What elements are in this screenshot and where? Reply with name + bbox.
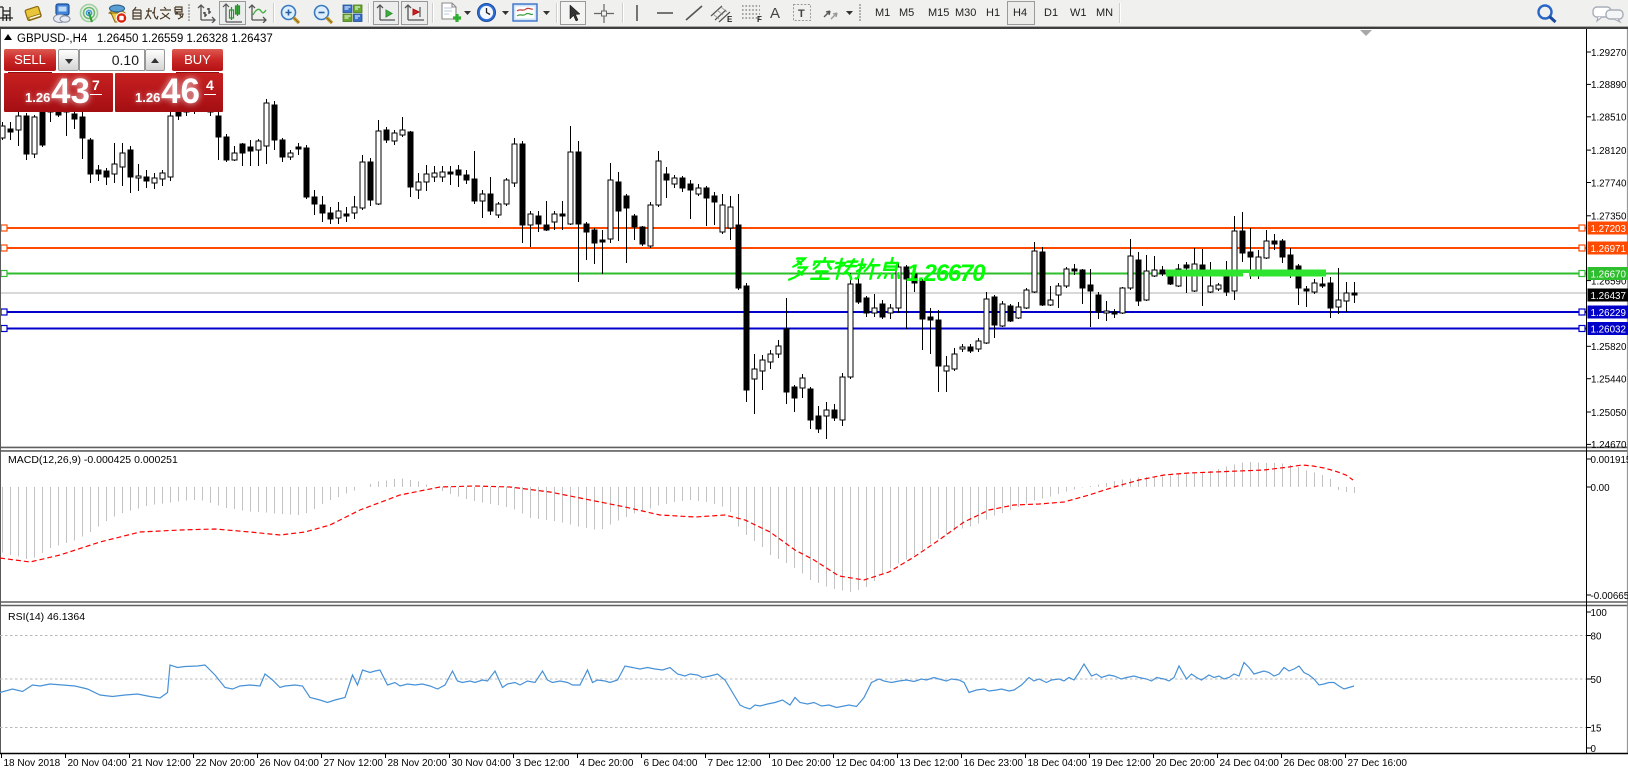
svg-text:30 Nov 04:00: 30 Nov 04:00 xyxy=(452,758,512,769)
svg-text:20 Dec 20:00: 20 Dec 20:00 xyxy=(1156,758,1216,769)
svg-text:1.26971: 1.26971 xyxy=(1591,244,1626,255)
svg-text:1.25820: 1.25820 xyxy=(1591,342,1627,353)
svg-text:1.29270: 1.29270 xyxy=(1591,48,1627,59)
svg-text:1.28120: 1.28120 xyxy=(1591,146,1627,157)
svg-text:26 Dec 08:00: 26 Dec 08:00 xyxy=(1284,758,1344,769)
svg-text:1.28510: 1.28510 xyxy=(1591,113,1627,124)
svg-text:1.26670: 1.26670 xyxy=(906,260,986,287)
svg-text:15: 15 xyxy=(1591,723,1602,734)
svg-text:3 Dec 12:00: 3 Dec 12:00 xyxy=(516,758,570,769)
svg-text:GBPUSD-,H4 1.26450 1.26559 1: GBPUSD-,H4 1.26450 1.26559 1.26328 1.264… xyxy=(17,33,273,45)
svg-text:1.25050: 1.25050 xyxy=(1591,408,1627,419)
svg-text:1.26590: 1.26590 xyxy=(1591,276,1627,287)
svg-text:1.26437: 1.26437 xyxy=(1591,291,1626,302)
svg-text:27 Nov 12:00: 27 Nov 12:00 xyxy=(324,758,384,769)
svg-text:1.26032: 1.26032 xyxy=(1591,324,1626,335)
svg-text:12 Dec 04:00: 12 Dec 04:00 xyxy=(836,758,896,769)
svg-text:1.25440: 1.25440 xyxy=(1591,375,1627,386)
svg-text:1.26670: 1.26670 xyxy=(1591,269,1627,280)
svg-text:18 Nov 2018: 18 Nov 2018 xyxy=(4,758,61,769)
svg-text:21 Nov 12:00: 21 Nov 12:00 xyxy=(132,758,192,769)
svg-text:22 Nov 20:00: 22 Nov 20:00 xyxy=(196,758,256,769)
svg-text:0.00: 0.00 xyxy=(1591,483,1611,494)
svg-text:1.26229: 1.26229 xyxy=(1591,308,1626,319)
svg-text:1.24670: 1.24670 xyxy=(1591,440,1627,451)
svg-text:19 Dec 12:00: 19 Dec 12:00 xyxy=(1092,758,1152,769)
svg-text:1.27350: 1.27350 xyxy=(1591,212,1627,223)
svg-text:E: E xyxy=(727,15,733,23)
svg-text:20 Nov 04:00: 20 Nov 04:00 xyxy=(68,758,128,769)
svg-text:18 Dec 04:00: 18 Dec 04:00 xyxy=(1028,758,1088,769)
svg-text:1.27203: 1.27203 xyxy=(1591,224,1627,235)
svg-text:T: T xyxy=(798,8,805,20)
svg-text:4 Dec 20:00: 4 Dec 20:00 xyxy=(580,758,634,769)
svg-text:27 Dec 16:00: 27 Dec 16:00 xyxy=(1348,758,1408,769)
svg-text:0.001915: 0.001915 xyxy=(1591,455,1628,466)
svg-text:80: 80 xyxy=(1591,631,1602,642)
svg-text:100: 100 xyxy=(1591,608,1608,619)
svg-text:10 Dec 20:00: 10 Dec 20:00 xyxy=(772,758,832,769)
svg-text:-0.006659: -0.006659 xyxy=(1591,591,1628,602)
svg-text:RSI(14) 46.1364: RSI(14) 46.1364 xyxy=(8,611,85,623)
svg-text:0: 0 xyxy=(1591,744,1597,755)
svg-text:1.28890: 1.28890 xyxy=(1591,80,1627,91)
svg-text:16 Dec 23:00: 16 Dec 23:00 xyxy=(964,758,1024,769)
svg-text:13 Dec 12:00: 13 Dec 12:00 xyxy=(900,758,960,769)
svg-text:7 Dec 12:00: 7 Dec 12:00 xyxy=(708,758,762,769)
svg-text:26 Nov 04:00: 26 Nov 04:00 xyxy=(260,758,320,769)
svg-text:28 Nov 20:00: 28 Nov 20:00 xyxy=(388,758,448,769)
svg-text:MACD(12,26,9) -0.000425 0.0002: MACD(12,26,9) -0.000425 0.000251 xyxy=(8,454,178,466)
svg-text:6 Dec 04:00: 6 Dec 04:00 xyxy=(644,758,698,769)
svg-text:24 Dec 04:00: 24 Dec 04:00 xyxy=(1220,758,1280,769)
svg-text:1.27740: 1.27740 xyxy=(1591,178,1627,189)
svg-text:A: A xyxy=(770,5,780,22)
svg-text:50: 50 xyxy=(1591,675,1602,686)
svg-text:F: F xyxy=(757,15,762,23)
